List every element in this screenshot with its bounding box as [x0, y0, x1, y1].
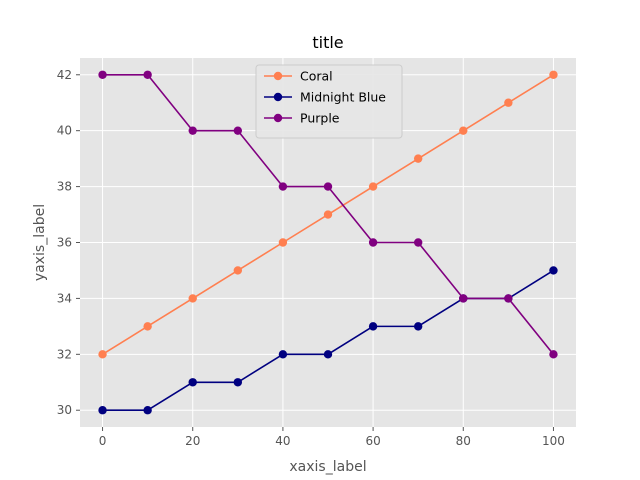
y-tick-label: 32	[57, 347, 72, 361]
data-point	[549, 350, 558, 359]
x-tick-label: 60	[365, 434, 380, 448]
series-layer	[98, 70, 558, 415]
data-point	[549, 70, 558, 79]
data-point	[278, 238, 288, 247]
data-point	[413, 238, 423, 247]
x-tick-label: 80	[456, 434, 471, 448]
data-point	[233, 266, 243, 275]
data-point	[368, 322, 378, 331]
data-point	[549, 266, 558, 275]
legend-label: Purple	[300, 111, 340, 126]
legend-item: Midnight Blue	[264, 90, 386, 105]
series-2	[98, 70, 558, 359]
y-tick-label: 42	[57, 68, 72, 82]
legend-label: Coral	[300, 69, 333, 84]
data-point	[323, 182, 333, 191]
legend-marker	[273, 92, 283, 102]
chart-title: title	[312, 33, 343, 52]
data-point	[459, 294, 468, 303]
x-tick-label: 0	[99, 434, 107, 448]
y-tick-label: 38	[57, 180, 72, 194]
x-tick-label: 20	[185, 434, 200, 448]
data-point	[368, 238, 378, 247]
data-point	[188, 126, 197, 135]
data-point	[188, 294, 197, 303]
y-axis-label: yaxis_label	[32, 204, 48, 281]
data-point	[413, 322, 423, 331]
y-axis-ticks: 30 32 34 36 38 40 42	[57, 68, 80, 417]
data-point	[233, 126, 243, 135]
data-point	[459, 126, 468, 135]
legend-item: Coral	[264, 69, 333, 84]
series-0	[98, 70, 558, 359]
x-axis-ticks: 0 20 40 60 80 100	[99, 427, 565, 448]
legend-label: Midnight Blue	[300, 90, 386, 105]
data-point	[323, 350, 333, 359]
data-point	[504, 294, 513, 303]
data-point	[98, 70, 107, 79]
legend-box	[255, 64, 403, 139]
data-point	[413, 154, 423, 163]
y-tick-label: 34	[57, 291, 72, 305]
legend: Coral Midnight Blue Purple	[255, 64, 403, 139]
data-point	[278, 350, 288, 359]
legend-item: Purple	[264, 111, 340, 126]
y-tick-label: 30	[57, 403, 72, 417]
data-point	[233, 378, 243, 387]
x-tick-label: 100	[542, 434, 565, 448]
y-tick-label: 36	[57, 236, 72, 250]
x-axis-label: xaxis_label	[289, 459, 366, 475]
x-tick-label: 40	[275, 434, 290, 448]
data-point	[98, 350, 107, 359]
data-point	[323, 210, 333, 219]
data-point	[143, 70, 152, 79]
legend-marker	[273, 71, 283, 81]
data-point	[188, 378, 197, 387]
data-point	[278, 182, 288, 191]
data-point	[143, 322, 152, 331]
y-tick-label: 40	[57, 124, 72, 138]
data-point	[504, 98, 513, 107]
data-point	[368, 182, 378, 191]
data-point	[98, 406, 107, 415]
legend-marker	[273, 113, 283, 123]
data-point	[143, 406, 152, 415]
